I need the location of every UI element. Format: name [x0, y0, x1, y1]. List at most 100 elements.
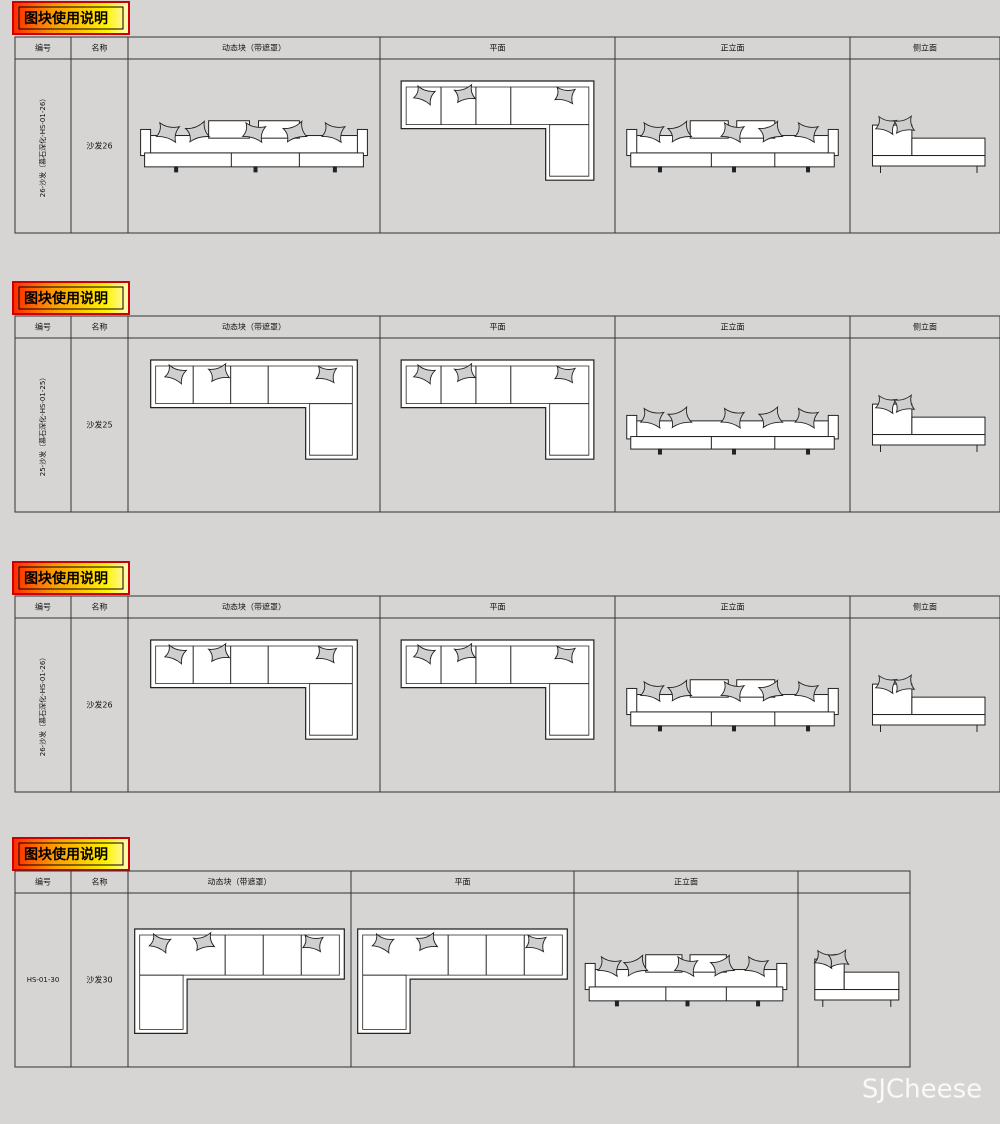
- pillow: [184, 120, 211, 143]
- sofa-plan: [150, 639, 358, 740]
- pillow: [892, 673, 916, 694]
- drawing: [140, 120, 368, 173]
- pillow: [673, 955, 699, 978]
- outline: [657, 725, 662, 732]
- pillow: [794, 680, 820, 703]
- pillow: [720, 680, 746, 703]
- pillow: [892, 393, 916, 414]
- drawing: [872, 673, 986, 732]
- pillow: [320, 121, 347, 144]
- table: [14, 870, 911, 1068]
- pillow: [453, 642, 477, 663]
- outline: [584, 962, 596, 991]
- pillow: [744, 955, 770, 978]
- name: 沙发25: [86, 420, 112, 430]
- badge-title: 图块使用说明: [24, 290, 108, 307]
- outline: [872, 155, 986, 167]
- outline: [827, 687, 839, 716]
- outline: [626, 414, 638, 440]
- outline: [253, 166, 258, 173]
- outline: [872, 714, 986, 726]
- outline: [911, 137, 986, 157]
- header-cell: 侧立面: [913, 322, 937, 332]
- badge-inner: [18, 6, 124, 30]
- badge-title: 图块使用说明: [24, 570, 108, 587]
- header-cell: 正立面: [674, 877, 698, 887]
- drawing: [400, 80, 595, 181]
- header-cell: 名称: [92, 43, 108, 53]
- pillow: [192, 931, 216, 952]
- pillow: [794, 121, 820, 144]
- outline: [630, 436, 835, 450]
- outline: [806, 725, 811, 732]
- pillow: [412, 84, 437, 106]
- header-cell: 平面: [490, 44, 506, 53]
- header-cell: 动态块（带遮罩）: [222, 322, 286, 332]
- pillow: [874, 394, 898, 415]
- pillow: [163, 643, 188, 665]
- header-cell: 名称: [92, 322, 108, 332]
- outline: [911, 416, 986, 436]
- code: HS-01-30: [27, 976, 60, 984]
- pillow: [639, 407, 665, 429]
- outline: [356, 128, 368, 157]
- pillow: [412, 363, 437, 385]
- header-cell: 平面: [490, 603, 506, 612]
- pillow: [453, 362, 477, 383]
- sofa-plan: [357, 928, 568, 1034]
- pillow: [596, 955, 623, 978]
- header-cell: 平面: [490, 323, 506, 332]
- pillow: [720, 121, 746, 144]
- name: 沙发26: [86, 700, 112, 710]
- table: [14, 315, 1000, 513]
- header-cell: 侧立面: [913, 602, 937, 612]
- sofa-plan-inner: [155, 365, 353, 456]
- outline: [685, 1000, 690, 1007]
- pillow: [155, 121, 181, 144]
- pillow: [874, 115, 898, 136]
- pillow: [207, 362, 231, 383]
- outline: [827, 414, 839, 440]
- drawing: [584, 954, 788, 1007]
- sofa-plan: [400, 639, 595, 740]
- name: 沙发30: [86, 975, 112, 985]
- outline: [843, 971, 900, 991]
- header-cell: 动态块（带遮罩）: [222, 43, 286, 53]
- table: [14, 36, 1000, 234]
- outline: [657, 166, 662, 173]
- outline: [732, 448, 736, 455]
- pillow: [709, 954, 736, 977]
- pillow: [639, 680, 665, 703]
- pillow: [163, 363, 188, 385]
- pillow: [315, 365, 338, 384]
- pillow: [524, 934, 548, 953]
- drawing: [626, 405, 839, 455]
- pillow: [453, 83, 477, 104]
- pillow: [148, 932, 173, 954]
- outline: [144, 152, 364, 168]
- header-cell: 正立面: [721, 43, 745, 53]
- outline: [911, 696, 986, 716]
- outline: [626, 687, 638, 716]
- outline: [806, 448, 811, 455]
- badge-title: 图块使用说明: [24, 10, 108, 27]
- watermark: SJCheese: [862, 1075, 982, 1105]
- outline: [806, 166, 811, 173]
- table: [14, 595, 1000, 793]
- header-cell: 正立面: [721, 602, 745, 612]
- header-cell: 正立面: [721, 322, 745, 332]
- outline: [140, 128, 152, 157]
- pillow: [301, 934, 325, 953]
- outline: [827, 128, 839, 157]
- header-cell: 名称: [92, 877, 108, 887]
- badge-inner: [18, 286, 124, 310]
- pillow: [874, 674, 898, 695]
- pillow: [371, 932, 396, 954]
- pillow: [553, 645, 577, 664]
- pillow: [622, 954, 649, 977]
- header-cell: 名称: [92, 602, 108, 612]
- outline: [732, 725, 736, 732]
